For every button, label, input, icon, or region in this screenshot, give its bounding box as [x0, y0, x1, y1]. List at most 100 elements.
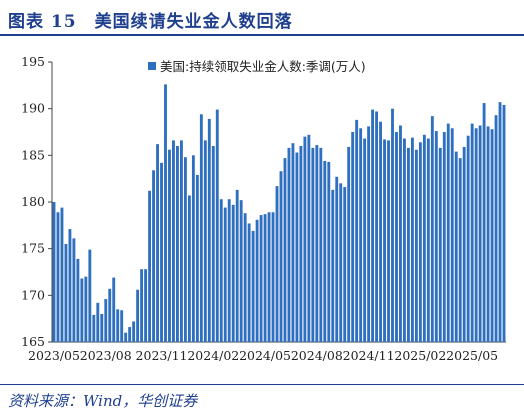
bar — [387, 140, 390, 342]
bar — [124, 332, 128, 342]
bar — [466, 135, 470, 342]
bar — [96, 302, 100, 342]
bar — [363, 138, 367, 342]
bar — [331, 189, 335, 342]
bar — [116, 309, 120, 342]
bar — [446, 123, 450, 342]
bar — [482, 103, 486, 342]
y-tick-label: 165 — [21, 334, 45, 349]
bar — [152, 170, 155, 342]
bar — [291, 143, 295, 342]
bar — [379, 121, 382, 342]
bar — [323, 160, 327, 342]
bar — [176, 146, 179, 342]
bar — [299, 146, 303, 342]
y-axis: 165 170 175 180 185 190 195 — [21, 54, 53, 349]
chart-legend: 美国:持续领取失业金人数:季调(万人) — [148, 59, 366, 74]
bar — [271, 212, 275, 342]
bar — [494, 115, 498, 342]
legend-label: 美国:持续领取失业金人数:季调(万人) — [160, 59, 366, 74]
bar — [502, 104, 506, 343]
bar — [383, 139, 386, 342]
bar — [407, 147, 410, 342]
bar — [235, 189, 239, 342]
bar — [247, 223, 251, 342]
bar — [462, 146, 466, 342]
bar — [355, 119, 359, 343]
bar — [187, 195, 191, 342]
bar — [295, 152, 299, 342]
y-tick-label: 195 — [21, 54, 45, 69]
bar — [136, 289, 140, 342]
bar — [219, 199, 223, 342]
bar — [391, 108, 394, 342]
bar — [211, 146, 215, 342]
bar — [319, 147, 323, 342]
source-note: 资料来源：Wind，华创证券 — [8, 392, 198, 410]
bar — [359, 128, 363, 342]
bar — [307, 134, 311, 342]
bar — [498, 102, 502, 342]
bar — [207, 118, 211, 343]
bar — [287, 147, 291, 342]
bar — [64, 244, 68, 342]
bar — [303, 136, 307, 342]
bar — [72, 238, 76, 342]
bar — [164, 84, 167, 343]
bar — [434, 131, 438, 342]
x-tick-label: 2024/11 — [343, 348, 395, 363]
y-tick-label: 190 — [21, 101, 45, 116]
bar — [52, 202, 56, 342]
bar — [215, 109, 219, 342]
bar — [403, 138, 406, 342]
bar — [414, 149, 418, 342]
bar — [60, 207, 64, 342]
x-tick-label: 2024/08 — [291, 348, 343, 363]
bar — [239, 200, 243, 342]
bar — [395, 132, 398, 342]
bar — [454, 151, 458, 342]
bar — [410, 137, 414, 342]
bar — [458, 158, 462, 342]
bar — [255, 219, 259, 342]
y-tick-label: 180 — [21, 194, 45, 209]
bar — [56, 212, 60, 342]
bar — [442, 132, 446, 342]
bar — [112, 277, 116, 342]
bar — [160, 162, 163, 342]
bar — [168, 149, 171, 342]
bar — [490, 129, 494, 342]
bar — [351, 132, 355, 342]
bar — [486, 126, 490, 343]
bar — [76, 258, 80, 342]
bar — [195, 174, 199, 342]
bar — [315, 145, 319, 342]
bar — [243, 213, 247, 342]
bar — [422, 134, 426, 342]
bar — [478, 125, 482, 342]
bar — [144, 269, 148, 342]
bar — [88, 249, 92, 342]
title-divider — [0, 34, 524, 36]
bar — [450, 128, 454, 342]
bar — [140, 269, 144, 342]
y-tick-label: 185 — [21, 147, 45, 162]
bar — [156, 144, 159, 342]
source-divider — [0, 384, 524, 385]
bar — [339, 183, 343, 342]
bar — [426, 138, 430, 342]
bar — [183, 157, 187, 342]
bar — [418, 142, 422, 342]
x-tick-label: 2025/05 — [446, 348, 498, 363]
bar — [367, 126, 371, 343]
bar — [100, 314, 104, 342]
bar — [172, 140, 175, 342]
bar — [327, 161, 331, 342]
legend-swatch — [148, 62, 156, 70]
bar — [279, 171, 283, 342]
bar — [474, 128, 478, 342]
bar — [231, 204, 235, 342]
bar — [223, 207, 227, 342]
bar — [80, 278, 84, 342]
bar — [470, 123, 474, 342]
